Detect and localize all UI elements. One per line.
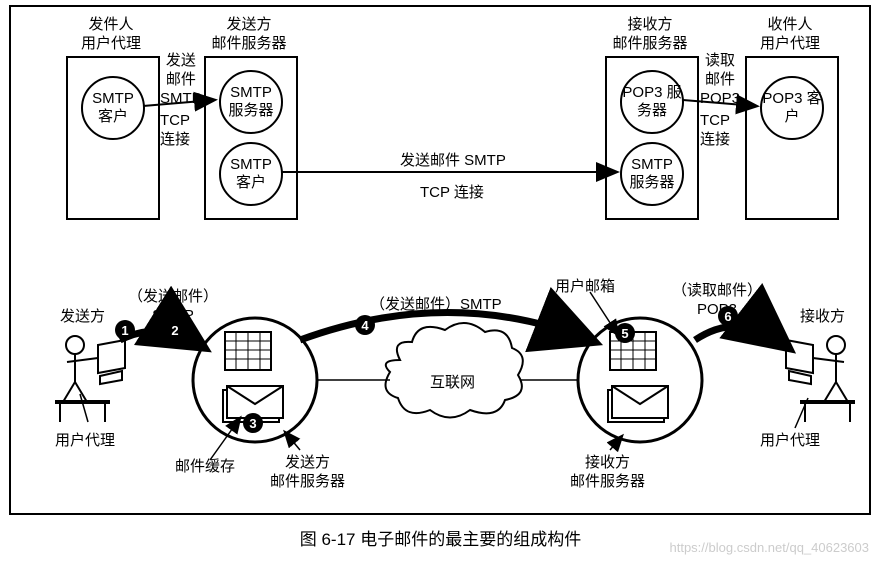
step-3: 3 bbox=[243, 413, 263, 433]
label-read-mail: （读取邮件） POP3 bbox=[672, 282, 762, 320]
label-mail-cache: 邮件缓存 bbox=[175, 458, 235, 477]
label-sender-srv: 发送方 邮件服务器 bbox=[270, 454, 345, 492]
step-4: 4 bbox=[355, 315, 375, 335]
step-5: 5 bbox=[615, 323, 635, 343]
sender-grid-icon bbox=[225, 332, 271, 370]
label-ua-left: 用户代理 bbox=[55, 432, 115, 451]
sender-person-icon bbox=[55, 336, 125, 422]
label-internet: 互联网 bbox=[430, 374, 475, 393]
step-6: 6 bbox=[718, 306, 738, 326]
receiver-person-icon bbox=[786, 336, 855, 422]
arrows-svg bbox=[0, 0, 881, 561]
recv-envelope-icon bbox=[608, 386, 668, 422]
watermark: https://blog.csdn.net/qq_40623603 bbox=[670, 540, 870, 555]
label-user-mailbox: 用户邮箱 bbox=[555, 278, 615, 297]
internet-cloud-icon bbox=[386, 323, 523, 418]
label-sender: 发送方 bbox=[60, 308, 105, 327]
step-1: 1 bbox=[115, 320, 135, 340]
label-recv-srv: 接收方 邮件服务器 bbox=[570, 454, 645, 492]
label-ua-right: 用户代理 bbox=[760, 432, 820, 451]
label-send-mail-mid: （发送邮件）SMTP bbox=[370, 296, 502, 315]
step-2: 2 bbox=[165, 320, 185, 340]
label-receiver: 接收方 bbox=[800, 308, 845, 327]
